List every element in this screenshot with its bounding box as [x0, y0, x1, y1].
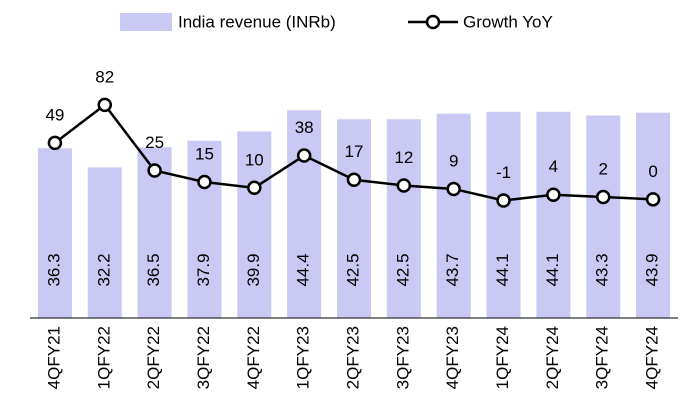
line-marker [197, 174, 212, 190]
bar-value-label: 44.4 [294, 253, 313, 286]
x-tick-label: 1QFY24 [493, 326, 512, 389]
line-value-label: 25 [145, 133, 164, 152]
bar-value-label: 36.5 [144, 253, 163, 286]
x-tick-label: 3QFY23 [393, 326, 412, 389]
line-value-label: 82 [95, 67, 114, 86]
bar-value-label: 43.7 [443, 253, 462, 286]
line-marker [147, 163, 162, 178]
line-value-label: 10 [245, 150, 264, 169]
line-marker [546, 187, 561, 202]
bar [287, 110, 322, 318]
x-tick-label: 1QFY22 [94, 326, 113, 389]
line-value-label: 15 [195, 145, 214, 164]
x-tick-label: 4QFY21 [44, 326, 63, 389]
line-value-label: 38 [295, 118, 314, 137]
bar-value-label: 42.5 [393, 253, 412, 286]
line-marker [396, 178, 412, 193]
line-value-label: 12 [394, 148, 413, 167]
legend-label: India revenue (INRb) [178, 12, 336, 31]
x-tick-label: 2QFY22 [144, 326, 163, 389]
line-marker [595, 189, 611, 205]
line-value-label: 17 [345, 142, 364, 161]
line-value-label: 4 [549, 157, 558, 176]
x-tick-label: 1QFY23 [294, 326, 313, 389]
line-marker [496, 193, 511, 208]
bar [237, 131, 272, 318]
bar [386, 119, 421, 318]
bar [486, 111, 521, 319]
line-marker [47, 135, 63, 151]
x-tick-label: 4QFY23 [443, 326, 462, 389]
legend-swatch-bar [120, 13, 172, 31]
line-marker [446, 181, 461, 197]
bar-value-label: 43.9 [643, 253, 662, 286]
x-tick-label: 3QFY22 [194, 326, 213, 389]
x-tick-label: 3QFY24 [593, 326, 612, 389]
x-tick-label: 2QFY23 [343, 326, 362, 389]
line-value-label: 2 [598, 160, 607, 179]
line-marker [97, 97, 113, 113]
bar-value-label: 44.1 [543, 253, 562, 286]
bar-value-label: 36.3 [44, 253, 63, 286]
bar [337, 119, 371, 318]
line-marker [296, 148, 312, 163]
bar [636, 112, 671, 318]
line-marker [645, 192, 661, 207]
line-value-label: 49 [45, 105, 64, 124]
bar-value-label: 43.3 [593, 253, 612, 286]
bar [436, 113, 471, 318]
bar [37, 148, 72, 318]
line-marker [346, 172, 362, 187]
bar [187, 140, 222, 318]
legend-label: Growth YoY [463, 12, 553, 31]
bar-value-label: 39.9 [244, 253, 263, 286]
bar-value-label: 42.5 [343, 253, 362, 286]
line-value-label: 0 [648, 162, 657, 181]
line-marker [247, 180, 262, 196]
bar [536, 111, 571, 319]
legend-marker [425, 14, 441, 30]
bar-value-label: 44.1 [493, 253, 512, 286]
x-tick-label: 4QFY22 [244, 326, 263, 389]
bar [586, 115, 621, 319]
bar-value-label: 32.2 [94, 253, 113, 286]
bar-value-label: 37.9 [194, 253, 213, 286]
line-value-label: 9 [449, 151, 458, 170]
x-tick-label: 2QFY24 [543, 326, 562, 389]
line-value-label: -1 [496, 163, 511, 182]
bar [87, 167, 122, 318]
x-tick-label: 4QFY24 [643, 326, 662, 389]
